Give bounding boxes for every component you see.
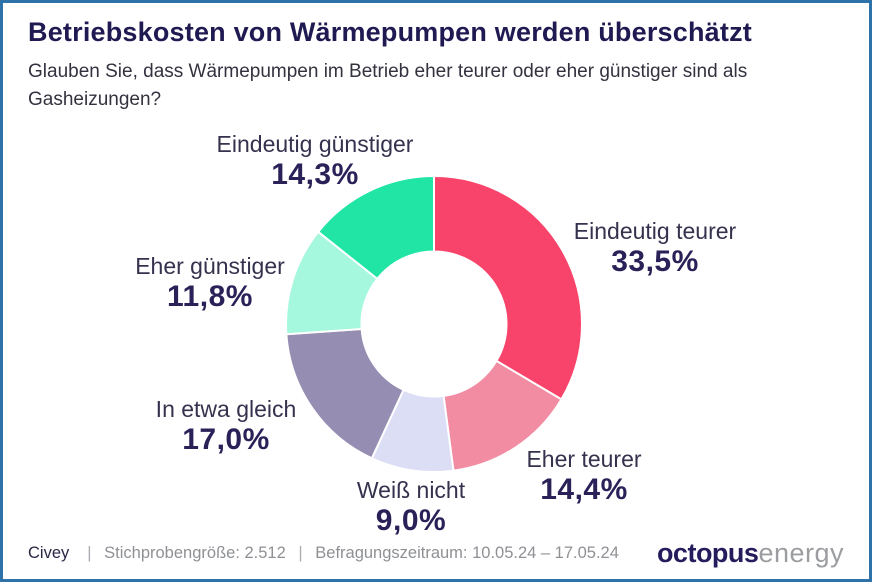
footer-separator: |: [87, 544, 92, 562]
segment-label-weiss-nicht: Weiß nicht 9,0%: [357, 477, 465, 538]
segment-category: Eher teurer: [526, 446, 642, 472]
segment-category: In etwa gleich: [155, 396, 297, 422]
segment-category: Eher günstiger: [135, 253, 285, 279]
segment-value: 17,0%: [182, 423, 270, 456]
donut-segment-6: [316, 174, 435, 281]
segment-value: 14,4%: [540, 473, 628, 506]
footer-meta: | Stichprobengröße: 2.512 | Befragungsze…: [79, 544, 619, 563]
segment-value: 11,8%: [167, 280, 253, 313]
segment-label-eindeutig-teurer: Eindeutig teurer 33,5%: [574, 218, 736, 279]
octopus-energy-logo: octopusenergy: [657, 538, 844, 569]
segment-value: 9,0%: [375, 504, 447, 537]
segment-label-eher-guenstiger: Eher günstiger 11,8%: [135, 253, 285, 314]
donut-chart: [285, 174, 583, 473]
footer-separator: |: [298, 544, 303, 562]
sample-size: Stichprobengröße: 2.512: [104, 544, 286, 562]
survey-period: Befragungszeitraum: 10.05.24 – 17.05.24: [315, 544, 619, 562]
segment-category: Eindeutig günstiger: [216, 131, 414, 157]
segment-category: Eindeutig teurer: [573, 218, 737, 244]
segment-label-eher-teurer: Eher teurer 14,4%: [526, 446, 641, 507]
source-name: Civey: [28, 544, 70, 562]
donut-segment-1: [433, 174, 583, 401]
logo-brand-light: energy: [758, 538, 844, 568]
donut-segment-4: [285, 327, 405, 460]
footer: Civey | Stichprobengröße: 2.512 | Befrag…: [28, 538, 844, 569]
segment-label-in-etwa-gleich: In etwa gleich 17,0%: [156, 396, 297, 457]
page-title: Betriebskosten von Wärmepumpen werden üb…: [28, 17, 752, 47]
header: Betriebskosten von Wärmepumpen werden üb…: [28, 17, 828, 114]
logo-brand-bold: octopus: [656, 538, 759, 568]
segment-label-eindeutig-guenstiger: Eindeutig günstiger 14,3%: [217, 131, 414, 192]
segment-category: Weiß nicht: [356, 477, 466, 503]
segment-value: 14,3%: [271, 158, 359, 191]
survey-question: Glauben Sie, dass Wärmepumpen im Betrieb…: [28, 61, 748, 110]
segment-value: 33,5%: [611, 245, 699, 278]
